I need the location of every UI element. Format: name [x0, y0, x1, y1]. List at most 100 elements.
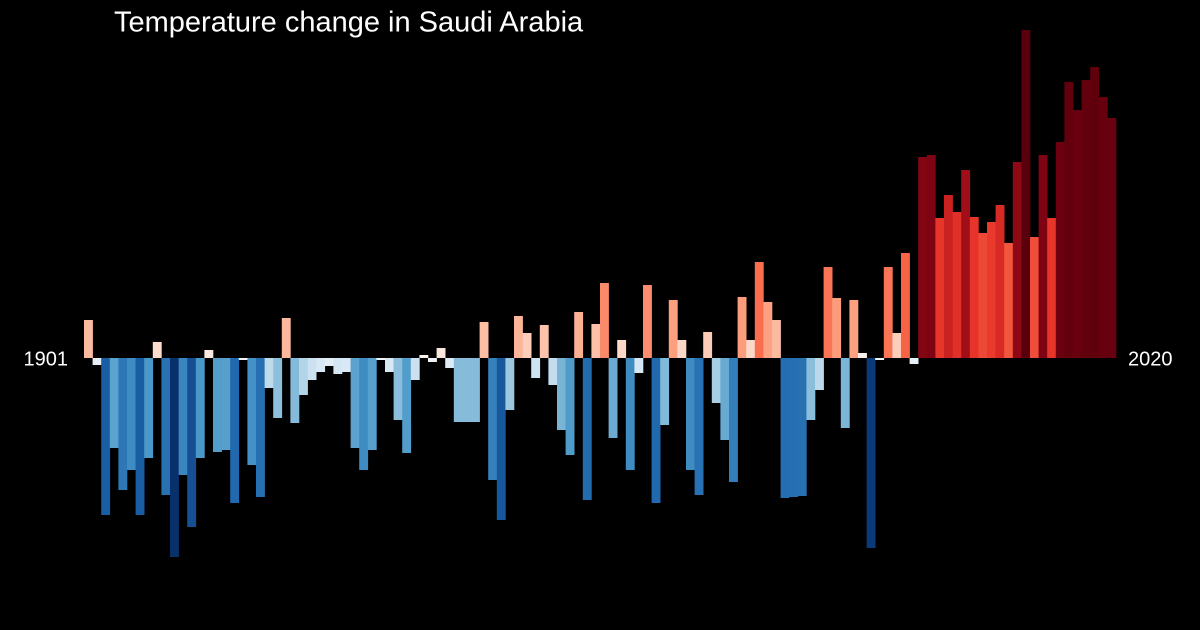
bar: [385, 358, 394, 372]
bar: [883, 267, 893, 358]
bar: [531, 358, 541, 378]
bar: [557, 358, 566, 430]
x-tick-label: 1901: [24, 348, 69, 370]
bar: [720, 358, 730, 440]
bar: [256, 358, 265, 497]
bar: [505, 358, 515, 410]
bar: [410, 358, 420, 380]
bar: [918, 157, 928, 358]
bar: [514, 316, 523, 358]
bar: [1073, 110, 1082, 358]
bar: [178, 358, 188, 475]
bar: [170, 358, 179, 557]
bar: [1038, 155, 1048, 358]
bar: [152, 342, 162, 358]
bar: [660, 358, 670, 425]
bar: [634, 358, 644, 373]
bar: [367, 358, 377, 450]
bar: [204, 350, 214, 358]
bar: [875, 358, 885, 360]
bar: [677, 340, 687, 358]
bar: [1098, 97, 1108, 358]
bar: [737, 297, 747, 358]
bar: [333, 358, 343, 374]
bar: [1055, 142, 1065, 358]
bar: [780, 358, 790, 498]
bar: [1107, 118, 1117, 358]
bar: [686, 358, 695, 470]
bar: [195, 358, 205, 458]
bar: [522, 333, 532, 358]
bar: [978, 233, 988, 358]
bar: [703, 332, 713, 358]
bar: [987, 222, 996, 358]
bar: [316, 358, 326, 372]
bar: [376, 358, 386, 360]
bar: [651, 358, 661, 503]
bar: [892, 333, 902, 358]
bar: [264, 358, 274, 388]
bar: [299, 358, 308, 395]
bar: [617, 340, 627, 358]
bar: [324, 358, 334, 366]
bar: [694, 358, 704, 495]
bar: [608, 358, 618, 438]
bar: [84, 320, 93, 358]
bar: [935, 218, 945, 358]
bar: [1064, 82, 1074, 358]
bar: [600, 283, 609, 358]
bar: [797, 358, 807, 496]
bar: [995, 205, 1005, 358]
bar: [840, 358, 850, 428]
bar: [101, 358, 111, 515]
bar: [1004, 243, 1014, 358]
bar: [436, 348, 446, 358]
bar: [1047, 218, 1057, 358]
bar: [815, 358, 824, 390]
bar: [428, 358, 437, 362]
bar: [342, 358, 351, 372]
bar: [746, 340, 756, 358]
bar: [763, 302, 773, 358]
bar: [471, 358, 480, 422]
bar: [419, 355, 429, 358]
bar: [127, 358, 136, 470]
bar: [969, 217, 979, 358]
bar: [806, 358, 816, 420]
bar: [445, 358, 455, 368]
bar: [1090, 67, 1100, 358]
bar: [144, 358, 154, 458]
bar: [823, 267, 833, 358]
bar: [109, 358, 119, 448]
bar: [832, 298, 842, 358]
bar: [488, 358, 498, 480]
bar: [1021, 30, 1031, 358]
bar: [230, 358, 240, 503]
bar: [961, 170, 971, 358]
bar: [548, 358, 558, 385]
bar: [944, 195, 953, 358]
bar: [539, 325, 549, 358]
bar: [952, 212, 962, 358]
bar: [161, 358, 171, 495]
bar: [247, 358, 257, 465]
bar: [187, 358, 197, 527]
bar: [858, 353, 867, 358]
bar: [221, 358, 231, 450]
bar: [479, 322, 489, 358]
bar: [926, 155, 936, 358]
bar: [453, 358, 463, 422]
bar: [772, 320, 781, 358]
bar: [668, 300, 678, 358]
bar: [565, 358, 575, 455]
bar: [789, 358, 799, 497]
bar: [307, 358, 317, 380]
bar: [901, 253, 910, 358]
x-tick-label: 2020: [1128, 348, 1173, 370]
bar: [1030, 237, 1039, 358]
bar: [711, 358, 721, 403]
bar: [643, 285, 652, 358]
bar: [238, 358, 248, 360]
